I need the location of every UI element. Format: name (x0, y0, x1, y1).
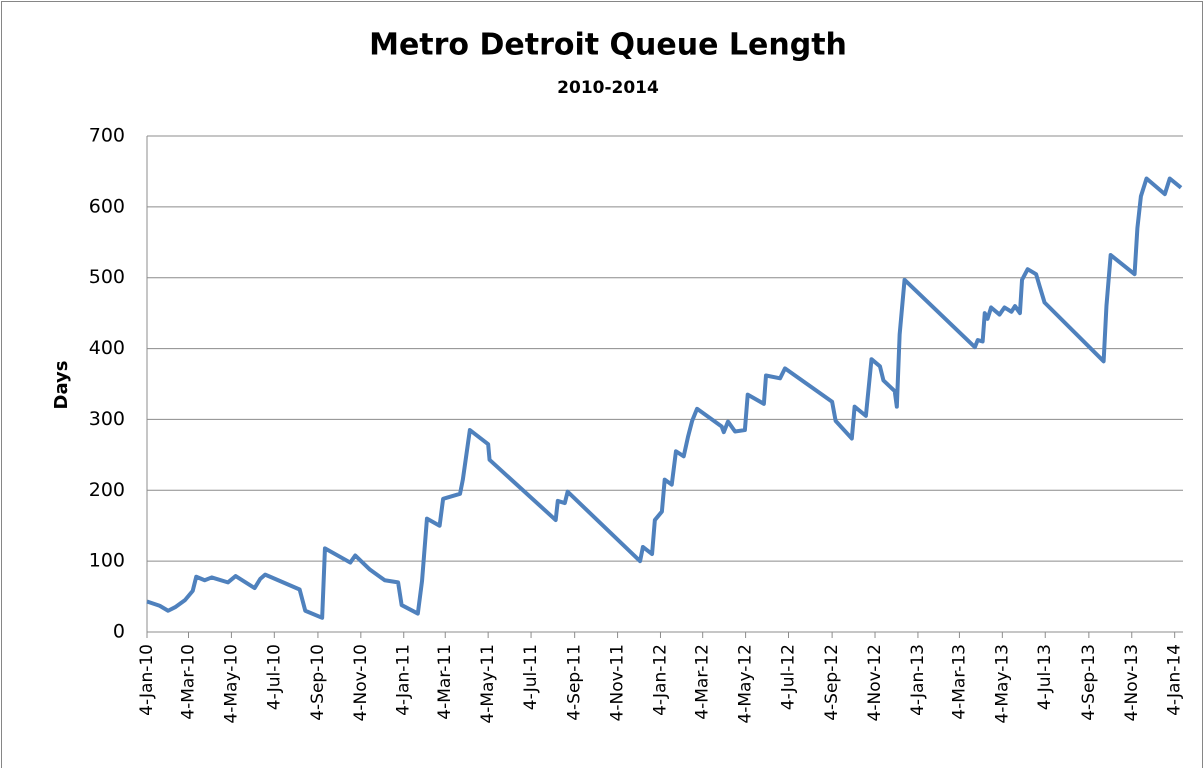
x-tick-label: 4-Mar-11 (435, 644, 455, 720)
x-tick-label: 4-Jan-14 (1165, 644, 1185, 716)
y-axis-label: Days (51, 361, 72, 410)
x-tick-label: 4-Nov-12 (865, 644, 885, 721)
chart-title: Metro Detroit Queue Length (369, 28, 847, 63)
x-tick-label: 4-May-10 (221, 644, 241, 724)
x-tick-label: 4-Mar-13 (949, 644, 969, 720)
y-tick-label: 300 (89, 408, 125, 430)
x-tick-label: 4-Mar-10 (179, 644, 199, 720)
y-tick-label: 200 (89, 479, 125, 501)
x-tick-label: 4-Nov-11 (608, 644, 628, 721)
data-line (146, 176, 1183, 620)
y-tick-label: 0 (113, 621, 125, 643)
x-tick-label: 4-Jul-10 (264, 644, 284, 710)
x-tick-label: 4-Sep-13 (1079, 644, 1099, 721)
x-tick-label: 4-Sep-12 (822, 644, 842, 721)
x-tick-label: 4-Sep-10 (308, 644, 328, 721)
y-tick-label: 700 (89, 125, 125, 147)
x-tick-label: 4-Jul-12 (779, 644, 799, 710)
x-tick-label: 4-Sep-11 (565, 644, 585, 721)
chart-subtitle: 2010-2014 (557, 78, 659, 98)
x-tick-label: 4-Jan-12 (650, 644, 670, 716)
y-tick-label: 600 (89, 195, 125, 217)
x-tick-label: 4-Jan-13 (908, 644, 928, 716)
x-tick-label: 4-Jul-13 (1035, 644, 1055, 710)
x-tick-label: 4-Jan-10 (137, 644, 157, 716)
x-tick-label: 4-Jan-11 (394, 644, 414, 716)
x-tick-label: 4-May-13 (992, 644, 1012, 724)
x-tick-label: 4-May-12 (736, 644, 756, 724)
x-tick-label: 4-May-11 (478, 644, 498, 724)
y-tick-label: 500 (89, 266, 125, 288)
x-tick-label: 4-Nov-10 (351, 644, 371, 721)
x-tick-label: 4-Nov-13 (1122, 644, 1142, 721)
x-tick-label: 4-Jul-11 (521, 644, 541, 710)
y-tick-label: 100 (89, 550, 125, 572)
x-tick-label: 4-Mar-12 (693, 644, 713, 720)
y-tick-label: 400 (89, 337, 125, 359)
